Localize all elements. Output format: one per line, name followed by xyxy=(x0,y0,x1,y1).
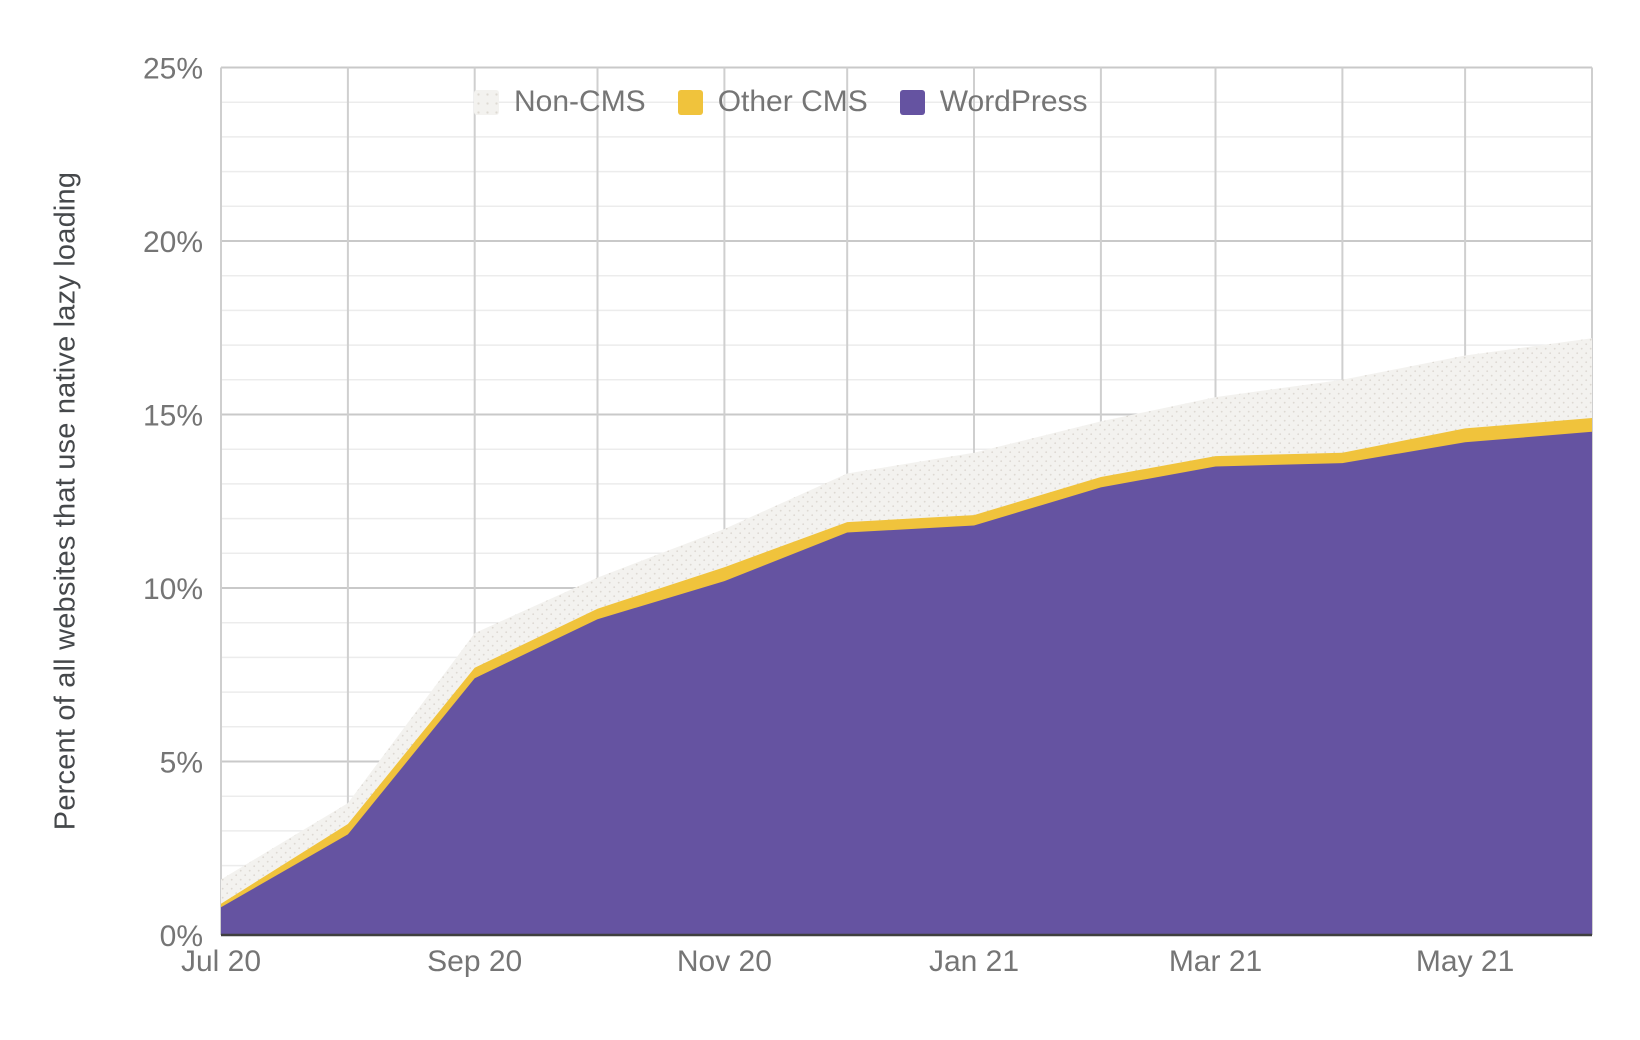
svg-text:5%: 5% xyxy=(160,747,203,780)
svg-text:May 21: May 21 xyxy=(1416,945,1514,978)
svg-text:0%: 0% xyxy=(160,920,203,953)
legend-item-wordpress: WordPress xyxy=(899,85,1088,119)
y-axis-title: Percent of all websites that use native … xyxy=(49,171,82,831)
svg-text:Sep 20: Sep 20 xyxy=(427,945,522,978)
svg-text:Jul 20: Jul 20 xyxy=(181,945,261,978)
legend-label-wordpress: WordPress xyxy=(939,85,1088,118)
chart-legend: Non-CMS Other CMS WordPress xyxy=(474,85,1088,119)
legend-item-noncms: Non-CMS xyxy=(474,85,646,119)
svg-text:Mar 21: Mar 21 xyxy=(1169,945,1262,978)
svg-text:Nov 20: Nov 20 xyxy=(677,945,772,978)
legend-item-othercms: Other CMS xyxy=(677,85,868,119)
noncms-swatch-icon xyxy=(474,89,499,115)
svg-text:20%: 20% xyxy=(143,226,203,259)
svg-text:25%: 25% xyxy=(143,53,203,86)
othercms-swatch-icon xyxy=(677,89,703,115)
svg-text:15%: 15% xyxy=(143,400,203,433)
wordpress-swatch-icon xyxy=(899,89,925,115)
svg-text:Jan 21: Jan 21 xyxy=(929,945,1019,978)
legend-label-noncms: Non-CMS xyxy=(514,85,646,118)
legend-label-othercms: Other CMS xyxy=(717,85,868,118)
svg-text:10%: 10% xyxy=(143,573,203,606)
